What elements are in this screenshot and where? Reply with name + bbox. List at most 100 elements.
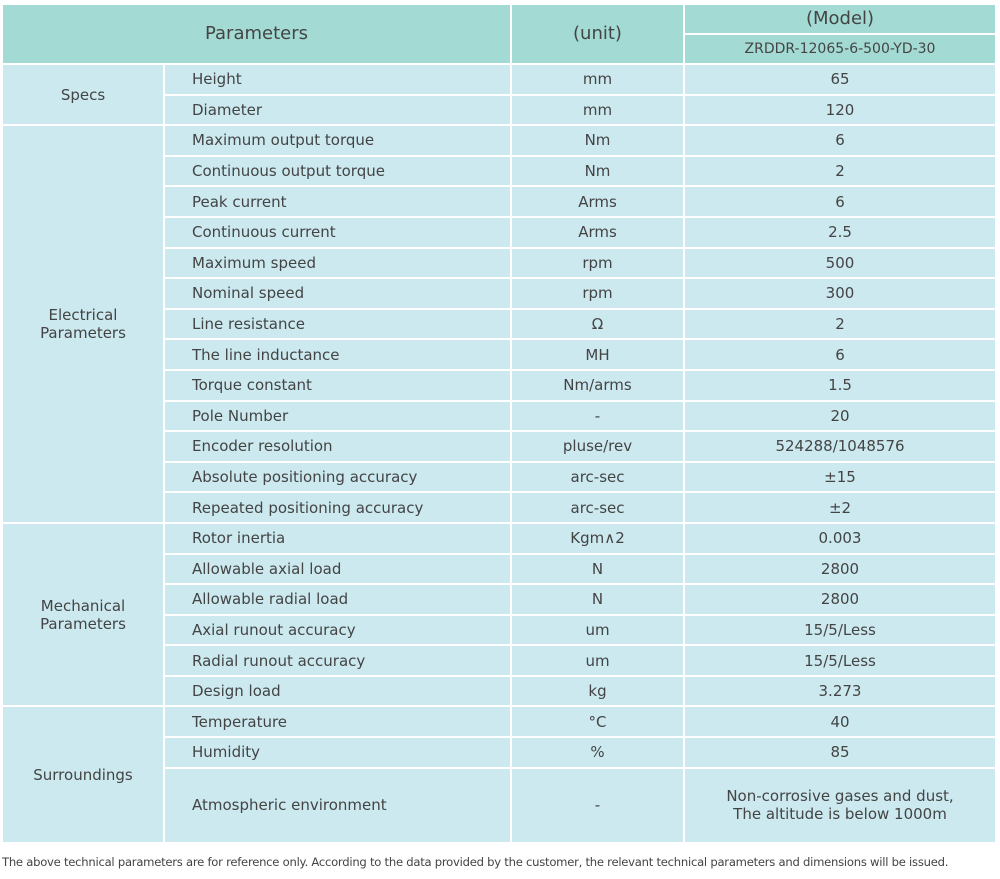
- unit-cell: kg: [512, 676, 685, 708]
- group-cell: Electrical Parameters: [3, 126, 165, 524]
- unit-cell: N: [512, 554, 685, 586]
- value-cell: 6: [685, 187, 997, 218]
- table-row: Nominal speed rpm 300: [3, 279, 997, 310]
- group-cell: Mechanical Parameters: [3, 523, 165, 708]
- param-cell: Rotor inertia: [165, 523, 512, 555]
- table-row: Humidity% 85: [3, 738, 997, 769]
- table-row: Line resistance Ω 2: [3, 309, 997, 341]
- group-cell: Specs: [3, 65, 165, 127]
- table-row: Electrical Parameters Maximum output torq…: [3, 126, 997, 524]
- unit-cell: %: [512, 738, 685, 769]
- param-cell: The line inductance: [165, 340, 512, 371]
- unit-cell: Arms: [512, 187, 685, 218]
- value-cell: 2800: [685, 585, 997, 616]
- value-cell: 2.5: [685, 217, 997, 249]
- table-row: Specs Height mm 65: [3, 65, 997, 127]
- value-cell: 2: [685, 309, 997, 341]
- value-cell: 15/5/Less: [685, 646, 997, 677]
- param-cell: Diameter: [165, 95, 512, 127]
- param-cell: Allowable axial load: [165, 554, 512, 586]
- value-cell: Non-corrosive gases and dust, The altitu…: [685, 768, 997, 844]
- value-cell: 1.5: [685, 370, 997, 402]
- table-header: Parameters (unit) (Model) ZRDDR-12065-6-…: [3, 5, 997, 65]
- param-cell: Allowable radial load: [165, 585, 512, 616]
- param-cell: Absolute positioning accuracy: [165, 462, 512, 494]
- table-row: Allowable axial load N 2800: [3, 554, 997, 586]
- unit-cell: arc-sec: [512, 493, 685, 524]
- param-cell: Pole Number: [165, 401, 512, 433]
- footnote: The above technical parameters are for r…: [2, 855, 949, 869]
- param-cell: Radial runout accuracy: [165, 646, 512, 677]
- table-row: Continuous current Arms 2.5: [3, 217, 997, 249]
- value-cell: 65: [685, 65, 997, 96]
- unit-cell: rpm: [512, 248, 685, 280]
- param-cell: Maximum speed: [165, 248, 512, 280]
- value-cell: 2: [685, 156, 997, 188]
- header-row: ZRDDR-12065-6-500-YD-30: [3, 35, 997, 65]
- param-cell: Line resistance: [165, 309, 512, 341]
- table-row: Radial runout accuracy um 15/5/Less: [3, 646, 997, 677]
- unit-cell: Nm: [512, 156, 685, 188]
- table-row: Design load kg 3.273: [3, 676, 997, 708]
- param-cell: Torque constant: [165, 370, 512, 402]
- header-cell: (Model): [685, 5, 997, 35]
- table-row: Mechanical Parameters Rotor inertia Kgm∧2 0…: [3, 523, 997, 708]
- table-row: Maximum speed rpm 500: [3, 248, 997, 280]
- param-cell: Humidity: [165, 738, 512, 769]
- unit-cell: mm: [512, 65, 685, 96]
- value-cell: 2800: [685, 554, 997, 586]
- unit-cell: Nm/arms: [512, 370, 685, 402]
- param-cell: Encoder resolution: [165, 432, 512, 463]
- table-row: Continuous output torque Nm 2: [3, 156, 997, 188]
- param-cell: Height: [165, 65, 512, 96]
- unit-cell: Kgm∧2: [512, 523, 685, 555]
- table-row: Encoder resolution pluse/rev 524288/104857…: [3, 432, 997, 463]
- value-cell: 0.003: [685, 523, 997, 555]
- table-row: Repeated positioning accuracy arc-sec ±2: [3, 493, 997, 524]
- param-cell: Continuous output torque: [165, 156, 512, 188]
- unit-cell: -: [512, 401, 685, 433]
- unit-cell: rpm: [512, 279, 685, 310]
- unit-cell: Arms: [512, 217, 685, 249]
- header-row: Parameters (unit) (Model): [3, 5, 997, 65]
- table-row: Diameter mm 120: [3, 95, 997, 127]
- param-cell: Continuous current: [165, 217, 512, 249]
- param-cell: Design load: [165, 676, 512, 708]
- value-cell: 6: [685, 126, 997, 157]
- unit-cell: um: [512, 646, 685, 677]
- header-cell: Parameters: [3, 5, 512, 65]
- unit-cell: um: [512, 615, 685, 647]
- value-cell: 524288/1048576: [685, 432, 997, 463]
- value-cell: 500: [685, 248, 997, 280]
- value-cell: 300: [685, 279, 997, 310]
- group-cell: Surroundings: [3, 707, 165, 844]
- parameter-table: Parameters (unit) (Model) ZRDDR-12065-6-…: [3, 5, 997, 844]
- header-cell: ZRDDR-12065-6-500-YD-30: [685, 35, 997, 65]
- param-cell: Maximum output torque: [165, 126, 512, 157]
- param-cell: Atmospheric environment: [165, 768, 512, 844]
- unit-cell: mm: [512, 95, 685, 127]
- unit-cell: N: [512, 585, 685, 616]
- value-cell: ±2: [685, 493, 997, 524]
- table-row: Atmospheric environment - Non-corrosive ga…: [3, 768, 997, 844]
- param-cell: Nominal speed: [165, 279, 512, 310]
- value-cell: 20: [685, 401, 997, 433]
- value-cell: 15/5/Less: [685, 615, 997, 647]
- value-cell: 85: [685, 738, 997, 769]
- table-row: Absolute positioning accuracy arc-sec ±15: [3, 462, 997, 494]
- table-row: Surroundings Temperature °C 40: [3, 707, 997, 844]
- value-cell: 120: [685, 95, 997, 127]
- table-body: Specs Height mm 65 Diameter mm 120 Electrical P…: [3, 65, 997, 844]
- table-row: Torque constant Nm/arms 1.5: [3, 370, 997, 402]
- value-cell: 3.273: [685, 676, 997, 708]
- unit-cell: °C: [512, 707, 685, 739]
- table-row: Peak current Arms 6: [3, 187, 997, 218]
- unit-cell: arc-sec: [512, 462, 685, 494]
- table-row: Allowable radial load N 2800: [3, 585, 997, 616]
- table-row: Pole Number -20: [3, 401, 997, 433]
- unit-cell: -: [512, 768, 685, 844]
- header-cell: (unit): [512, 5, 685, 65]
- unit-cell: MH: [512, 340, 685, 371]
